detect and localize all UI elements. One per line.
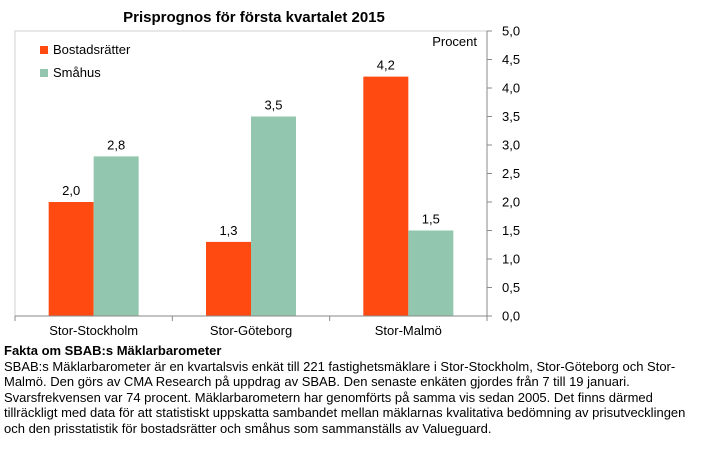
legend-label: Bostadsrätter bbox=[53, 42, 131, 57]
data-label: 3,5 bbox=[264, 98, 282, 113]
bar bbox=[251, 116, 296, 316]
y-tick-label: 2,0 bbox=[502, 195, 520, 210]
facts-title: Fakta om SBAB:s Mäklarbarometer bbox=[4, 343, 222, 358]
y-tick-label: 0,0 bbox=[502, 309, 520, 324]
y-tick-label: 5,0 bbox=[502, 24, 520, 39]
y-axis: 5,0 4,5 4,0 3,5 3,0 2,5 2,0 1,5 1,0 0,5 0,0 bbox=[14, 24, 520, 324]
legend-swatch bbox=[40, 46, 48, 54]
y-tick-label: 3,0 bbox=[502, 138, 520, 153]
bar bbox=[48, 202, 94, 316]
y-tick-label: 3,5 bbox=[502, 109, 520, 124]
data-labels: 2,0 2,8 1,3 3,5 4,2 1,5 bbox=[62, 58, 440, 238]
data-label: 1,5 bbox=[422, 212, 440, 227]
price-forecast-chart: Prisprognos för första kvartalet 2015 2,… bbox=[14, 9, 520, 338]
bar bbox=[363, 76, 409, 316]
bar bbox=[93, 156, 139, 316]
bars bbox=[48, 76, 454, 316]
y-tick-label: 4,0 bbox=[502, 81, 520, 96]
y-tick-label: 4,5 bbox=[502, 52, 520, 67]
category-label: Stor-Malmö bbox=[375, 323, 442, 338]
y-axis-unit-label: Procent bbox=[432, 34, 477, 49]
legend-swatch bbox=[40, 69, 48, 77]
bar bbox=[408, 230, 454, 316]
category-labels: Stor-Stockholm Stor-Göteborg Stor-Malmö bbox=[49, 323, 442, 338]
facts-section: Fakta om SBAB:s Mäklarbarometer SBAB:s M… bbox=[4, 343, 704, 436]
bar bbox=[206, 241, 251, 316]
y-tick-label: 1,0 bbox=[502, 252, 520, 267]
data-label: 4,2 bbox=[377, 58, 395, 73]
y-tick-label: 1,5 bbox=[502, 223, 520, 238]
y-tick-label: 0,5 bbox=[502, 280, 520, 295]
category-label: Stor-Stockholm bbox=[49, 323, 138, 338]
data-label: 1,3 bbox=[219, 223, 237, 238]
facts-body: SBAB:s Mäklarbarometer är en kvartalsvis… bbox=[4, 358, 686, 436]
data-label: 2,8 bbox=[107, 137, 125, 152]
legend: Bostadsrätter Småhus bbox=[40, 42, 131, 80]
legend-label: Småhus bbox=[53, 65, 101, 80]
data-label: 2,0 bbox=[62, 183, 80, 198]
chart-title: Prisprognos för första kvartalet 2015 bbox=[123, 9, 385, 26]
category-label: Stor-Göteborg bbox=[210, 323, 292, 338]
y-tick-label: 2,5 bbox=[502, 166, 520, 181]
